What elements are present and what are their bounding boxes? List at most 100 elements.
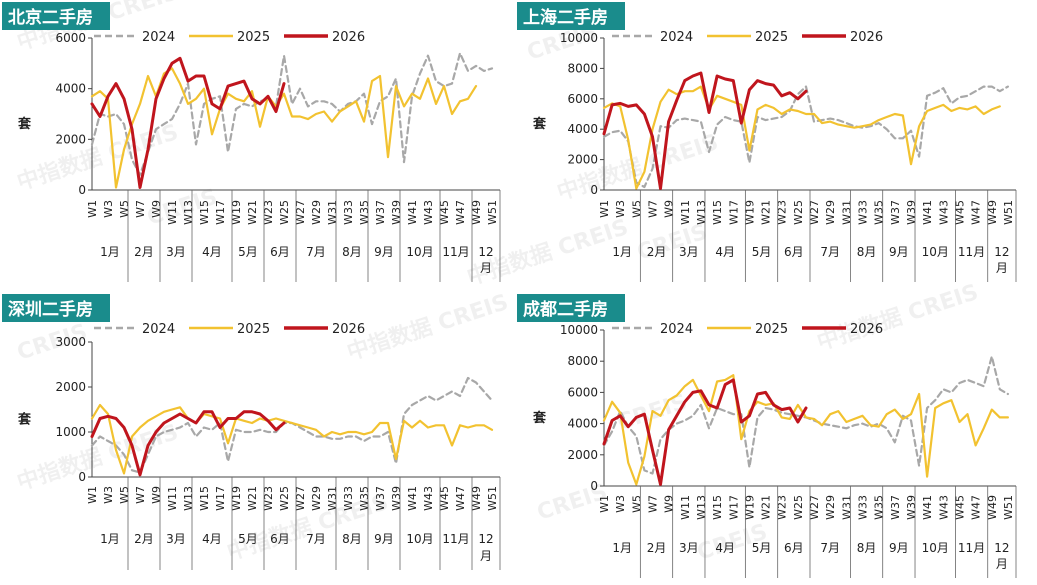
y-tick-label: 8000 <box>567 354 598 368</box>
x-tick-label: W3 <box>102 486 115 504</box>
month-label: 6月 <box>784 245 804 259</box>
y-axis: 0 2000 4000 6000 8000 10000 套 <box>532 323 605 493</box>
legend-label-2024: 2024 <box>660 322 693 337</box>
legend-label-2026: 2026 <box>332 30 365 45</box>
x-tick-label: W39 <box>390 200 403 225</box>
month-groups: 1月 2月 3月 4月 5月 6月 7月 8月 9月 10月 11月 12 月 <box>612 190 1017 282</box>
x-tick-label: W15 <box>198 200 211 225</box>
month-label: 11月 <box>958 245 985 259</box>
y-tick-label: 6000 <box>567 385 598 399</box>
x-tick-label: W23 <box>262 486 275 511</box>
x-tick-label: W29 <box>310 200 323 225</box>
x-tick-label: W45 <box>438 200 451 225</box>
month-label: 7月 <box>820 245 840 259</box>
x-tick-label: W9 <box>150 200 163 218</box>
month-label: 6月 <box>784 541 804 555</box>
x-tick-label: W43 <box>422 200 435 225</box>
x-tick-label: W35 <box>873 495 886 520</box>
legend-label-2026: 2026 <box>332 322 365 337</box>
month-groups: 1月 2月 3月 4月 5月 6月 7月 8月 9月 10月 11月 12 月 <box>612 486 1017 578</box>
x-tick-label: W37 <box>374 200 387 225</box>
x-tick-label: W15 <box>711 495 724 520</box>
y-axis-label: 套 <box>532 116 547 132</box>
x-tick-label: W23 <box>776 495 789 520</box>
x-tick-label: W49 <box>986 200 999 225</box>
month-label: 1月 <box>100 532 120 546</box>
chart-panel: 成都二手房 2024 2025 2026 0 2000 4000 6000 8000 10000 套… <box>517 294 1017 578</box>
month-label: 7月 <box>820 541 840 555</box>
series-line-2024 <box>90 52 494 176</box>
x-tick-label: W15 <box>711 200 724 225</box>
month-label: 9月 <box>889 541 909 555</box>
month-label: 1月 <box>612 245 632 259</box>
month-label: 月 <box>480 261 492 275</box>
x-tick-label: W47 <box>970 495 983 520</box>
chart-title: 成都二手房 <box>523 299 608 320</box>
x-tick-label: W1 <box>598 200 611 218</box>
month-label: 5月 <box>238 245 258 259</box>
x-tick-label: W11 <box>166 486 179 511</box>
x-tick-label: W1 <box>598 495 611 513</box>
month-label: 12 <box>478 245 493 259</box>
x-tick-label: W9 <box>663 200 676 218</box>
x-tick-label: W27 <box>808 200 821 225</box>
x-tick-label: W9 <box>663 495 676 513</box>
legend: 2024 2025 2026 <box>94 322 365 337</box>
x-tick-label: W41 <box>921 495 934 520</box>
x-tick-label: W25 <box>278 486 291 511</box>
y-tick-label: 2000 <box>567 153 598 167</box>
series-line-2024 <box>90 376 494 474</box>
month-groups: 1月 2月 3月 4月 5月 6月 7月 8月 9月 10月 11月 12 月 <box>100 190 501 282</box>
x-tick-label: W31 <box>840 200 853 225</box>
y-tick-label: 4000 <box>55 82 86 96</box>
x-tick-label: W47 <box>454 200 467 225</box>
month-label: 7月 <box>306 532 326 546</box>
x-tick-label: W31 <box>326 486 339 511</box>
x-tick-label: W7 <box>134 200 147 218</box>
x-tick-label: W5 <box>630 200 643 218</box>
y-tick-label: 2000 <box>567 448 598 462</box>
x-tick-label: W1 <box>86 486 99 504</box>
series-line-2024 <box>602 85 1009 189</box>
month-label: 11月 <box>442 245 469 259</box>
x-tick-label: W39 <box>905 200 918 225</box>
x-tick-label: W27 <box>294 200 307 225</box>
x-tick-label: W21 <box>246 486 259 511</box>
x-tick-label: W19 <box>743 200 756 225</box>
x-tick-label: W27 <box>294 486 307 511</box>
month-label: 月 <box>996 557 1008 571</box>
month-groups: 1月 2月 3月 4月 5月 6月 7月 8月 9月 10月 11月 12 月 <box>100 477 501 570</box>
legend-label-2025: 2025 <box>237 30 270 45</box>
x-tick-label: W35 <box>358 200 371 225</box>
x-tick-label: W35 <box>873 200 886 225</box>
month-label: 12 <box>994 245 1009 259</box>
month-label: 5月 <box>238 532 258 546</box>
x-tick-label: W43 <box>422 486 435 511</box>
month-label: 8月 <box>857 245 877 259</box>
series-line-2025 <box>90 403 494 475</box>
month-label: 9月 <box>374 245 394 259</box>
x-tick-label: W3 <box>614 200 627 218</box>
month-label: 10月 <box>406 245 433 259</box>
title-badge <box>517 2 625 30</box>
x-tick-label: W37 <box>889 495 902 520</box>
month-label: 5月 <box>752 541 772 555</box>
x-tick-label: W11 <box>679 200 692 225</box>
x-tick-label: W45 <box>438 486 451 511</box>
month-label: 10月 <box>406 532 433 546</box>
month-label: 8月 <box>342 245 362 259</box>
y-tick-label: 0 <box>78 183 86 197</box>
legend-label-2025: 2025 <box>237 322 270 337</box>
x-tick-label: W17 <box>214 486 227 511</box>
x-tick-label: W13 <box>695 200 708 225</box>
y-tick-label: 0 <box>590 479 598 493</box>
chart-title: 北京二手房 <box>8 7 93 28</box>
watermark-text: 中指数据 CREIS <box>554 129 722 206</box>
x-tick-label: W43 <box>937 495 950 520</box>
chart-title: 深圳二手房 <box>8 299 93 320</box>
x-tick-label: W3 <box>614 495 627 513</box>
month-label: 7月 <box>306 245 326 259</box>
x-axis: W1 W3 W5 W7 W9 W11 W13 W15 W17 W19 W21 W23 W25 W27 W29… <box>598 189 1016 225</box>
y-tick-label: 10000 <box>560 323 598 337</box>
